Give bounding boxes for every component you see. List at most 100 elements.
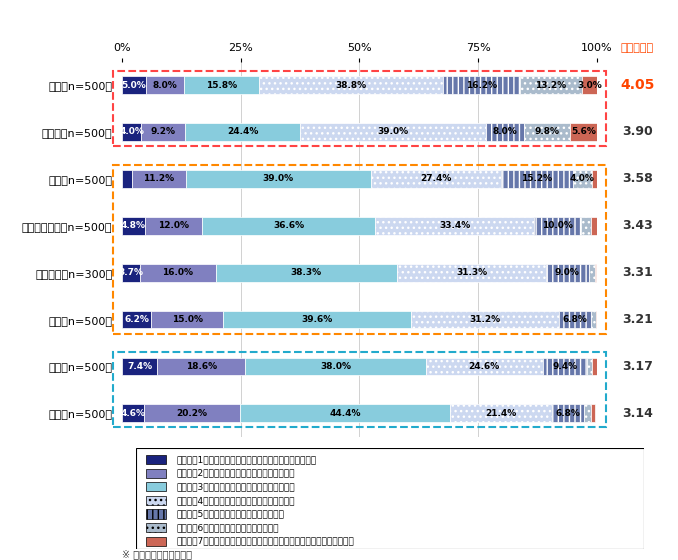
FancyBboxPatch shape [146,510,166,519]
Text: 9.2%: 9.2% [151,128,176,137]
Text: 20.2%: 20.2% [176,409,207,418]
Bar [122,404,144,422]
Text: 6.8%: 6.8% [562,315,587,324]
Bar [240,404,450,422]
Text: 5.0%: 5.0% [121,81,146,90]
Text: 39.0%: 39.0% [378,128,409,137]
Bar [122,217,145,235]
Text: 3.43: 3.43 [622,220,653,232]
Text: 39.0%: 39.0% [262,174,294,183]
Bar [184,76,259,94]
Text: 3.90: 3.90 [622,125,653,138]
Text: 31.3%: 31.3% [456,268,487,277]
Text: 3.58: 3.58 [622,172,653,185]
Bar [591,404,595,422]
Bar [300,123,485,141]
Bar [216,264,397,282]
Text: 9.8%: 9.8% [534,128,559,137]
Bar [485,123,523,141]
Bar [151,311,222,329]
Text: 11.2%: 11.2% [144,174,175,183]
Bar [184,123,300,141]
Bar [595,264,596,282]
Text: 4.0%: 4.0% [119,128,144,137]
Text: 6.8%: 6.8% [556,409,580,418]
FancyBboxPatch shape [146,536,166,546]
Bar [222,311,411,329]
Bar [589,264,595,282]
Bar [371,170,501,188]
Text: 【レベル6】国内のハイエンドプレーヤー: 【レベル6】国内のハイエンドプレーヤー [176,523,279,532]
Bar [546,264,589,282]
Text: 3.21: 3.21 [622,313,653,326]
Bar [122,264,140,282]
FancyBboxPatch shape [146,482,166,491]
Bar [140,264,216,282]
Bar [552,404,584,422]
Text: 4.0%: 4.0% [570,174,595,183]
Text: 16.0%: 16.0% [162,268,193,277]
Text: 4.05: 4.05 [620,78,654,92]
Bar [582,76,597,94]
Bar [113,71,606,146]
Text: 【レベル2】基本的知識・技能を有している人材: 【レベル2】基本的知識・技能を有している人材 [176,469,295,478]
Bar [122,76,146,94]
Text: 5.6%: 5.6% [571,128,596,137]
Bar [259,76,443,94]
Text: 4.6%: 4.6% [121,409,146,418]
Bar [146,76,184,94]
Bar [592,357,597,375]
Bar [202,217,376,235]
Text: 【レベル3】応用的知識・技能を有している人材: 【レベル3】応用的知識・技能を有している人材 [176,482,295,491]
Text: 【レベル7】国内のハイエンドプレーヤーかつ世界で通用するプレーヤー: 【レベル7】国内のハイエンドプレーヤーかつ世界で通用するプレーヤー [176,536,354,546]
Text: 【レベル1】最低限求められる基礎知識を有している人材: 【レベル1】最低限求められる基礎知識を有している人材 [176,455,317,464]
Bar [411,311,559,329]
Bar [122,311,151,329]
Text: 36.6%: 36.6% [273,221,304,230]
FancyBboxPatch shape [146,523,166,532]
Bar [145,217,202,235]
Bar [132,170,186,188]
Bar [450,404,552,422]
Text: 【レベル5】企業内のハイエンドプレーヤー: 【レベル5】企業内のハイエンドプレーヤー [176,510,284,519]
Bar [113,352,606,427]
Bar [141,123,184,141]
Bar [592,170,597,188]
Text: ※ 回答者の平均レベル順: ※ 回答者の平均レベル順 [122,549,192,559]
Text: 15.0%: 15.0% [172,315,203,324]
Bar [523,123,570,141]
Text: 21.4%: 21.4% [485,409,517,418]
Text: 3.0%: 3.0% [577,81,602,90]
Text: 7.4%: 7.4% [127,362,152,371]
Bar [426,357,542,375]
Text: 【レベル4】高度な知識・技能を有している人材: 【レベル4】高度な知識・技能を有している人材 [176,496,295,505]
Text: 38.8%: 38.8% [335,81,366,90]
Text: 8.0%: 8.0% [153,81,177,90]
Bar [582,217,591,235]
Bar [587,357,592,375]
Bar [559,311,591,329]
Bar [584,404,591,422]
Text: 18.6%: 18.6% [186,362,217,371]
Text: 39.6%: 39.6% [301,315,332,324]
Text: 27.4%: 27.4% [420,174,452,183]
Text: 13.2%: 13.2% [536,81,567,90]
FancyBboxPatch shape [146,496,166,505]
Text: 44.4%: 44.4% [330,409,361,418]
Bar [443,76,520,94]
Text: 6.2%: 6.2% [124,315,149,324]
Text: 33.4%: 33.4% [439,221,471,230]
Bar [501,170,573,188]
Text: 9.0%: 9.0% [555,268,580,277]
Bar [542,357,587,375]
Bar [122,170,132,188]
Text: 8.0%: 8.0% [492,128,517,137]
Text: 12.0%: 12.0% [158,221,188,230]
Bar [573,170,592,188]
Text: 10.0%: 10.0% [542,221,573,230]
Bar [186,170,371,188]
Text: 24.6%: 24.6% [468,362,500,371]
Bar [397,264,546,282]
Text: 4.8%: 4.8% [121,221,146,230]
Text: 38.0%: 38.0% [320,362,351,371]
